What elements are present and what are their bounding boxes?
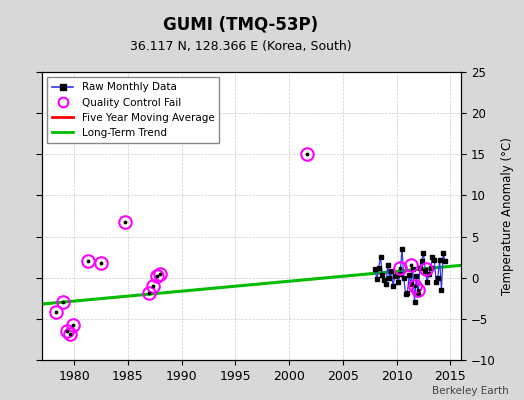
Legend: Raw Monthly Data, Quality Control Fail, Five Year Moving Average, Long-Term Tren: Raw Monthly Data, Quality Control Fail, … (47, 77, 220, 143)
Y-axis label: Temperature Anomaly (°C): Temperature Anomaly (°C) (501, 137, 514, 295)
Text: GUMI (TMQ-53P): GUMI (TMQ-53P) (163, 16, 319, 34)
Text: Berkeley Earth: Berkeley Earth (432, 386, 508, 396)
Text: 36.117 N, 128.366 E (Korea, South): 36.117 N, 128.366 E (Korea, South) (130, 40, 352, 53)
